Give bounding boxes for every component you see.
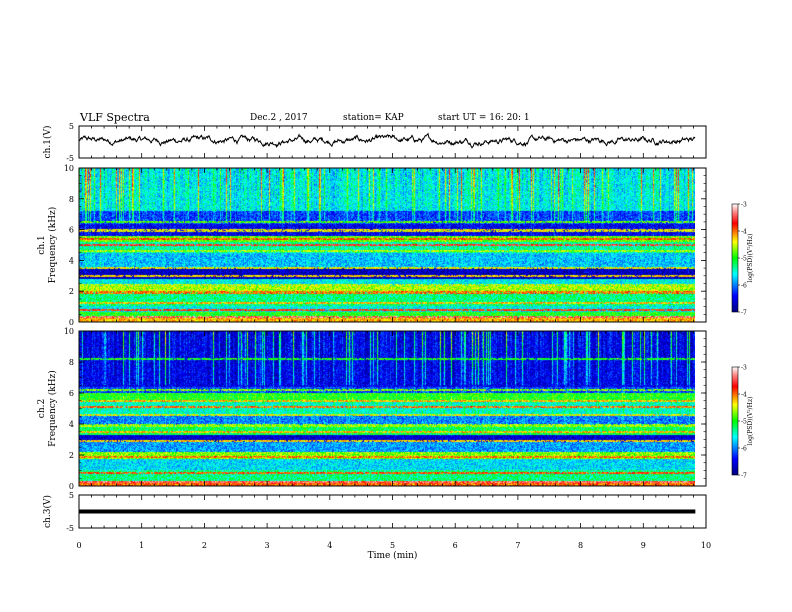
ch2-colorbar-tick-label: -5 xyxy=(741,419,747,426)
ch1-spectrogram-y-tick-label: 0 xyxy=(69,318,74,327)
ch1-spectrogram-y-tick-label: 8 xyxy=(69,195,74,204)
x-tick-label: 6 xyxy=(453,541,458,550)
ch2-spectrogram-y-tick-label: 2 xyxy=(69,451,74,460)
ch2-colorbar-tick-label: -6 xyxy=(741,446,747,453)
ch1-colorbar-tick-label: -6 xyxy=(741,283,747,290)
x-tick-label: 8 xyxy=(578,541,583,550)
x-axis-label: Time (min) xyxy=(368,550,418,561)
chart-title: VLF Spectra xyxy=(80,111,150,124)
x-tick-label: 4 xyxy=(327,541,332,550)
ch1-waveform-line xyxy=(78,132,696,149)
ch1-colorbar-tick-label: -4 xyxy=(741,229,747,236)
x-tick-label: 7 xyxy=(515,541,520,550)
ch2-spectrogram-y-tick-label: 4 xyxy=(69,420,74,429)
ch2-spectrogram-y-tick-label: 6 xyxy=(69,389,74,398)
ch1-colorbar-label: log(PSD)(V²/Hz) xyxy=(747,234,754,283)
ch2-spectrogram-y-tick-label: 0 xyxy=(69,482,74,491)
ch2-channel-label: ch.2 xyxy=(37,399,47,418)
ch2-spectrogram-image xyxy=(79,331,695,486)
x-tick-label: 1 xyxy=(139,541,144,550)
ch2-colorbar-tick-label: -3 xyxy=(741,365,747,372)
ch1-channel-label: ch.1 xyxy=(37,235,47,254)
ch1-spectrogram-y-tick-label: 10 xyxy=(64,164,74,173)
start-time-label: start UT = 16: 20: 1 xyxy=(438,113,530,123)
station-label: station= KAP xyxy=(343,113,404,123)
ch1-spectrogram-y-tick-label: 2 xyxy=(69,287,74,296)
ch1-waveform-ylabel: ch.1(V) xyxy=(42,126,53,159)
ch2-spectrogram-y-tick-label: 10 xyxy=(64,327,74,336)
ch2-colorbar-label: log(PSD)(V²/Hz) xyxy=(747,397,754,446)
ch1-spectrogram-image xyxy=(79,168,695,322)
x-tick-label: 0 xyxy=(76,541,81,550)
ch1-waveform-y-tick-label: -5 xyxy=(66,154,74,163)
ch1-spectrogram-y-tick-label: 4 xyxy=(69,256,74,265)
ch1-ylabel: Frequency (kHz) xyxy=(47,207,58,284)
x-tick-label: 3 xyxy=(265,541,270,550)
ch2-colorbar xyxy=(731,366,739,476)
x-tick-label: 9 xyxy=(641,541,646,550)
ch1-spectrogram-y-tick-label: 6 xyxy=(69,226,74,235)
x-tick-label: 5 xyxy=(390,541,395,550)
ch1-colorbar xyxy=(731,203,739,313)
ch3-waveform-y-tick-label: 5 xyxy=(69,491,74,500)
ch3-waveform-y-tick-label: -5 xyxy=(66,524,74,533)
ch2-colorbar-tick-label: -7 xyxy=(741,473,747,480)
x-tick-label: 10 xyxy=(701,541,711,550)
date-label: Dec.2 , 2017 xyxy=(250,113,308,123)
ch1-colorbar-tick-label: -7 xyxy=(741,310,747,317)
ch3-waveform-ylabel: ch.3(V) xyxy=(42,495,53,528)
x-tick-label: 2 xyxy=(202,541,207,550)
ch1-colorbar-tick-label: -3 xyxy=(741,202,747,209)
ch2-colorbar-tick-label: -4 xyxy=(741,392,747,399)
ch1-colorbar-tick-label: -5 xyxy=(741,256,747,263)
ch2-spectrogram-y-tick-label: 8 xyxy=(69,358,74,367)
ch2-ylabel: Frequency (kHz) xyxy=(47,370,58,447)
ch1-waveform-y-tick-label: 5 xyxy=(69,122,74,131)
